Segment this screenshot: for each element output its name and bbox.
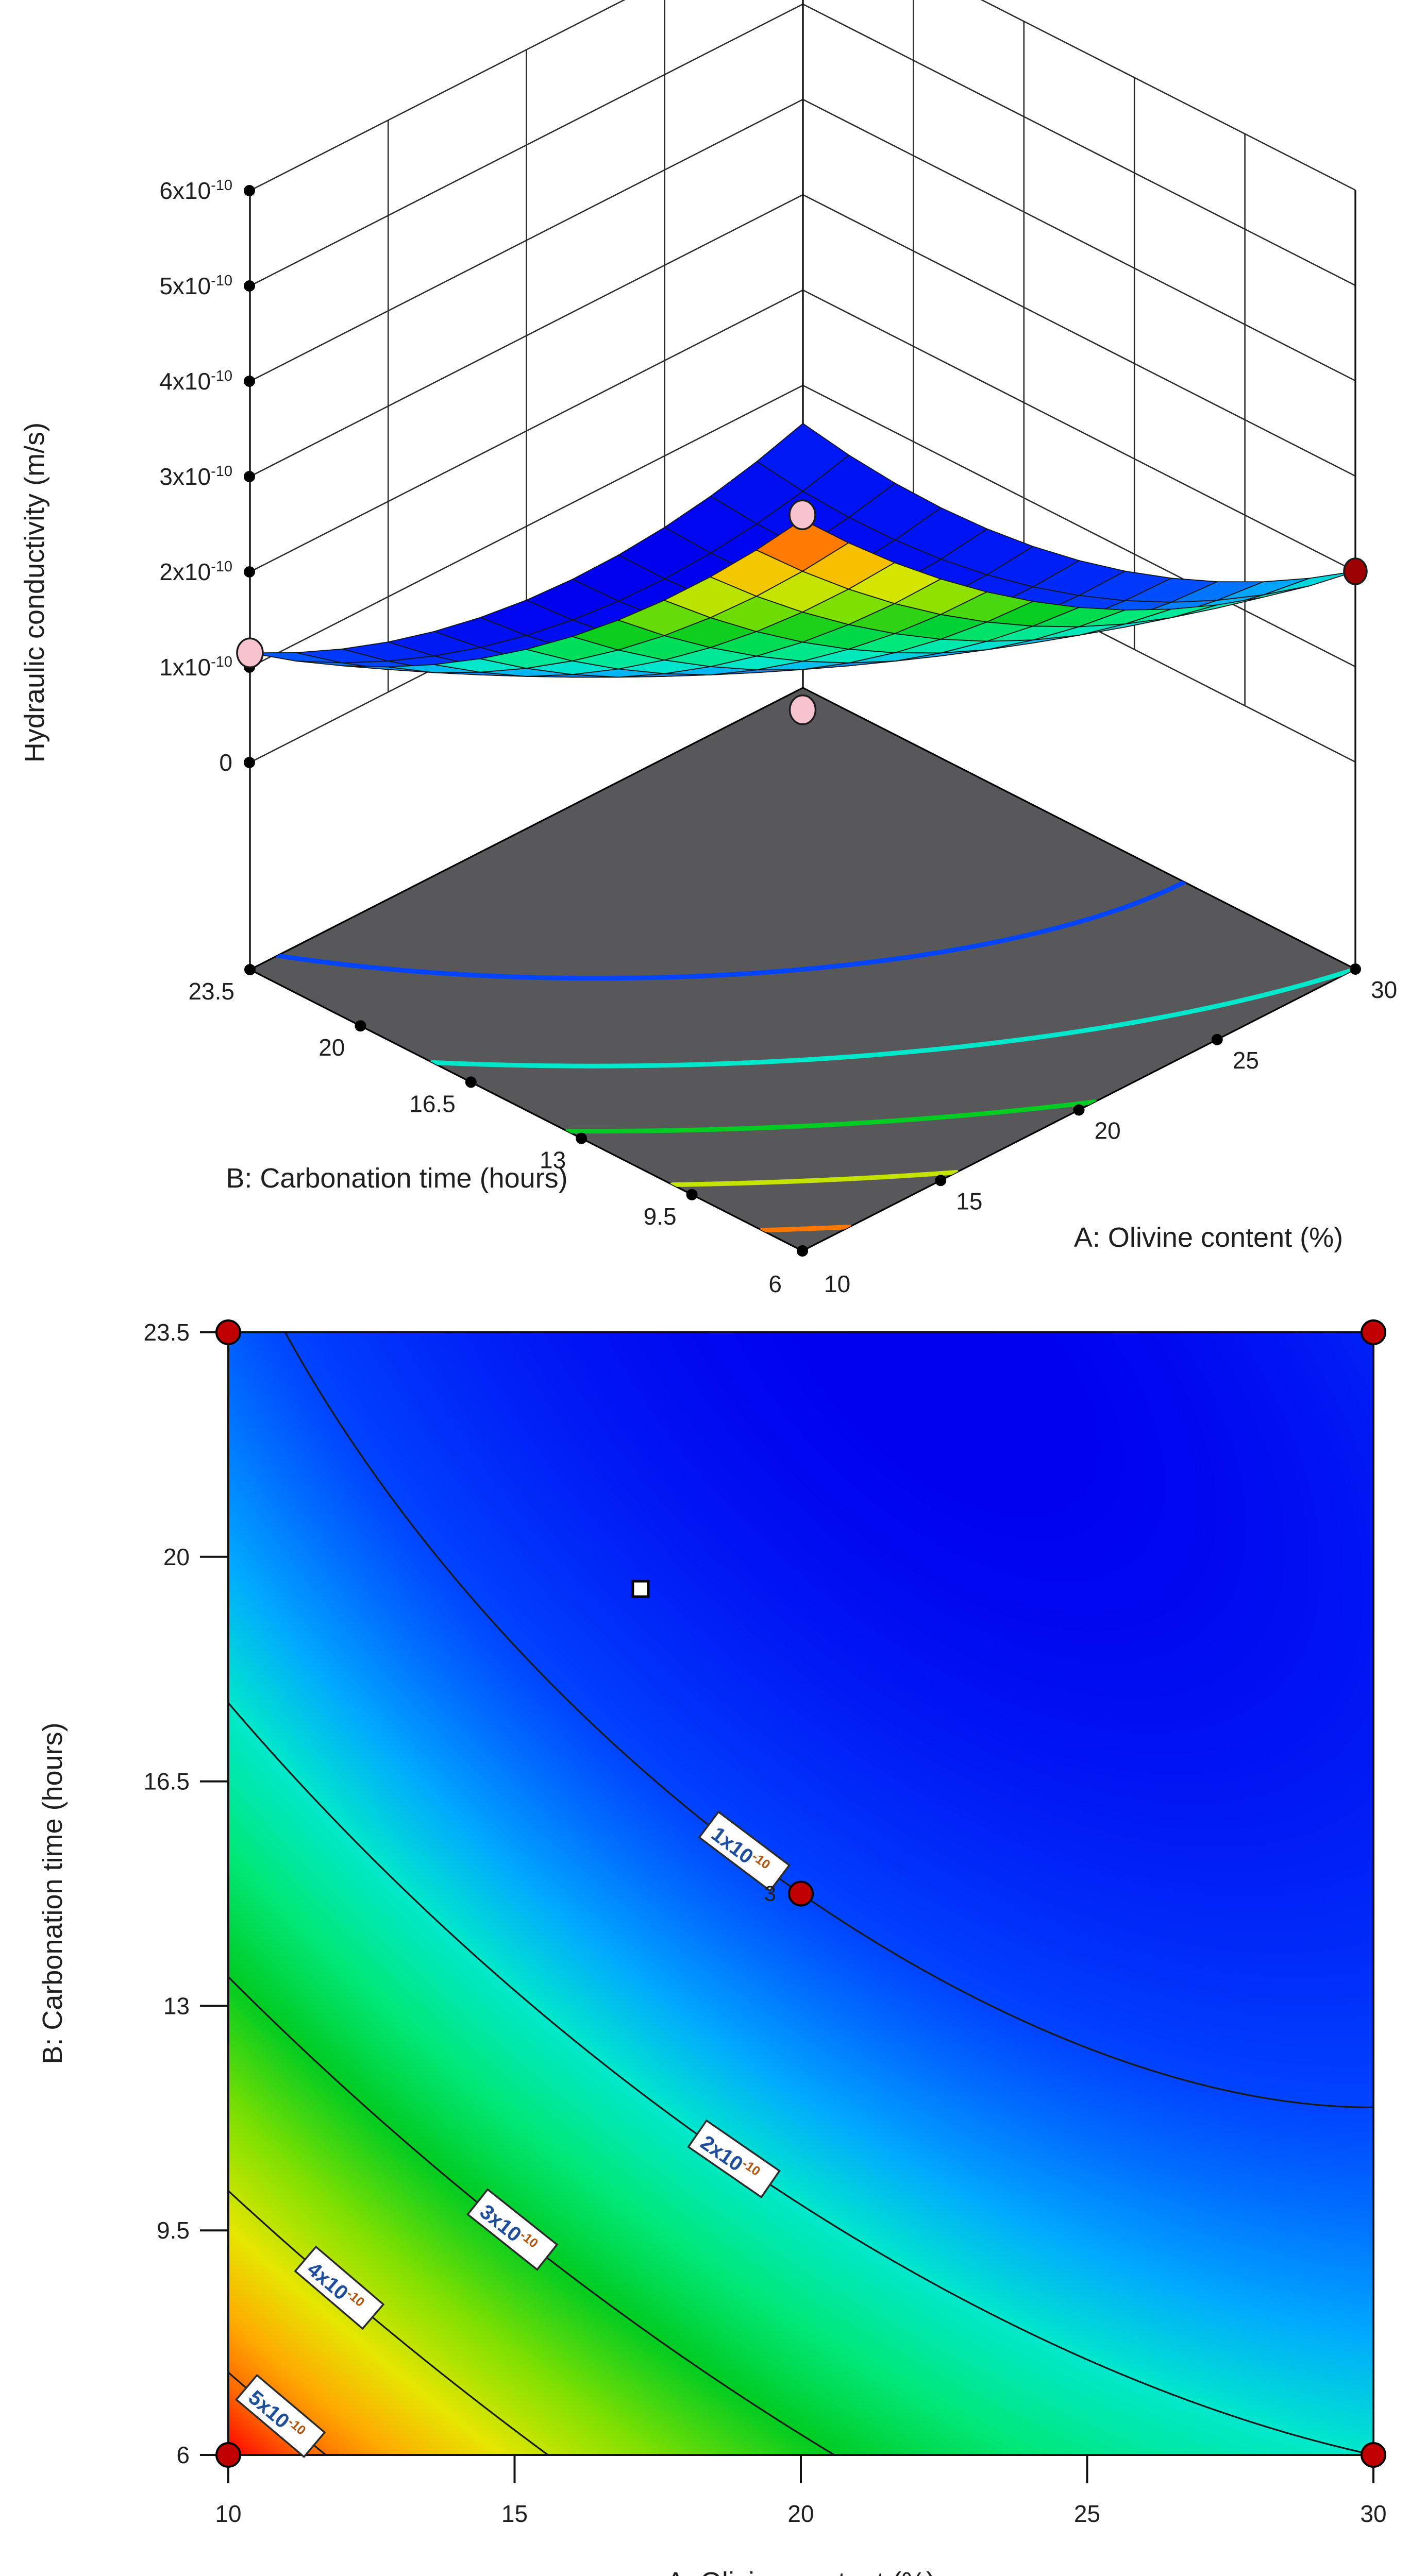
design-points-2d: 3	[215, 1319, 1386, 2468]
replicate-count-label: 3	[764, 1882, 776, 1906]
floor-contour-line	[275, 879, 1187, 981]
a-tick-label: 10	[824, 1270, 850, 1297]
z-tick-label: 6x10-10	[159, 177, 232, 204]
z-tick-label: 1x10-10	[159, 654, 232, 681]
contour-label: 2x10-10	[687, 2119, 781, 2199]
contour-label-box	[466, 2188, 559, 2271]
wall-gridline-z	[802, 384, 1356, 668]
y-tick-label: 20	[163, 1544, 190, 1570]
a-tick-dot	[1350, 963, 1361, 975]
design-point-circle	[1361, 1319, 1386, 1345]
z-tick-label: 3x10-10	[159, 463, 232, 490]
a-tick-dot	[797, 1245, 808, 1257]
surface-plot-3d: 23.5 20 16.5 13 9.5 6 10 15 20 25 30 0 1x10-10 2x10-1…	[19, 0, 1397, 1297]
design-point-square	[631, 1580, 650, 1598]
b-tick-dot	[244, 964, 256, 975]
design-point-circle	[215, 2442, 241, 2468]
b-tick-label: 9.5	[644, 1203, 677, 1230]
x-tick-label: 30	[1360, 2500, 1386, 2527]
b-axis-title-3d: B: Carbonation time (hours)	[226, 1163, 567, 1194]
contour-label: 4x10-10	[294, 2245, 385, 2330]
contour-label: 1x10-10	[698, 1810, 791, 1892]
z-tick-dot	[244, 280, 255, 292]
x-tick-label: 25	[1074, 2500, 1100, 2527]
axis-ticks-3d: 23.5 20 16.5 13 9.5 6 10 15 20 25 30 0 1x10-10 2x10-1…	[159, 177, 1397, 1297]
z-tick-label: 4x10-10	[159, 368, 232, 395]
a-tick-label: 20	[1095, 1117, 1121, 1144]
y-tick-label: 6	[176, 2442, 190, 2468]
b-tick-dot	[576, 1132, 588, 1144]
design-point-sphere-pink	[236, 637, 264, 668]
b-tick-label: 23.5	[188, 978, 234, 1005]
contour-label-box	[235, 2374, 326, 2459]
wall-gridline-z	[980, 0, 1356, 191]
z-tick-dot	[244, 757, 255, 768]
b-tick-label: 20	[318, 1034, 345, 1061]
design-point-circle	[215, 1319, 241, 1345]
design-point-circle	[788, 1880, 814, 1907]
contour-line	[227, 1702, 1374, 2456]
z-tick-label: 2x10-10	[159, 558, 232, 585]
a-tick-label: 30	[1371, 976, 1397, 1003]
design-point-circle	[1361, 2442, 1386, 2468]
b-tick-label: 16.5	[409, 1090, 456, 1117]
contour-plot-2d: 10 15 20 25 30 6 9.5 13 16.5 20 23.5 1x10-10 2x10-1…	[37, 1319, 1387, 2576]
contour-level-labels: 1x10-10 2x10-10 3x10-10 4x10-10 5x10-10	[235, 1810, 791, 2459]
b-tick-dot	[465, 1076, 477, 1088]
y-tick-label: 23.5	[143, 1319, 190, 1346]
a-axis-title-3d: A: Olivine content (%)	[1074, 1222, 1343, 1253]
z-tick-label: 5x10-10	[159, 273, 232, 299]
surface-mesh	[249, 423, 1356, 678]
design-point-sphere-red	[1343, 557, 1368, 585]
y-tick-label: 16.5	[143, 1768, 190, 1795]
a-tick-dot	[1211, 1033, 1223, 1045]
contour-line	[227, 2190, 548, 2455]
a-tick-label: 25	[1233, 1047, 1259, 1074]
design-point-spheres	[236, 499, 1368, 725]
z-tick-dot	[244, 471, 255, 482]
a-tick-dot	[1073, 1104, 1085, 1116]
a-axis-title-2d: A: Olivine content (%)	[666, 2567, 935, 2576]
z-tick-label: 0	[219, 749, 232, 776]
floor-contour-lines	[275, 879, 1355, 1233]
floor-contour-line	[430, 967, 1355, 1069]
design-point-sphere-pink	[788, 694, 817, 725]
surface-mesh-cell	[756, 519, 849, 572]
z-tick-dot	[244, 566, 255, 578]
contour-label-box	[687, 2119, 781, 2199]
wall-gridline-z	[802, 3, 1356, 286]
z-tick-dot	[244, 185, 255, 196]
x-tick-label: 10	[215, 2500, 241, 2527]
wall-gridline-z	[802, 98, 1356, 382]
contour-label-box	[698, 1810, 791, 1892]
y-tick-label: 13	[163, 1992, 190, 2019]
wall-gridline-z	[802, 194, 1356, 477]
b-tick-dot	[686, 1189, 698, 1200]
z-tick-dot	[244, 376, 255, 387]
b-tick-label: 6	[768, 1270, 782, 1297]
axis-ticks-2d: 10 15 20 25 30 6 9.5 13 16.5 20 23.5	[143, 1319, 1386, 2527]
x-tick-label: 15	[501, 2500, 528, 2527]
b-tick-dot	[355, 1020, 366, 1032]
contour-label: 3x10-10	[466, 2188, 559, 2271]
a-tick-dot	[935, 1175, 947, 1187]
a-tick-label: 15	[956, 1188, 982, 1214]
design-point-sphere-pink	[788, 499, 816, 530]
b-tick-label: 13	[540, 1147, 566, 1174]
floor-contour-line	[670, 1170, 959, 1188]
floor-contour-line	[565, 1099, 1097, 1134]
x-tick-label: 20	[787, 2500, 814, 2527]
floor-contour-line	[759, 1225, 852, 1233]
contour-line	[227, 1976, 834, 2455]
contour-line	[284, 1332, 1373, 2108]
b-axis-title-2d: B: Carbonation time (hours)	[37, 1722, 68, 2064]
y-tick-label: 9.5	[157, 2217, 190, 2244]
z-axis-title: Hydraulic conductivity (m/s)	[19, 422, 50, 762]
contour-label-box	[294, 2245, 385, 2330]
contour-label: 5x10-10	[235, 2374, 326, 2459]
wall-gridline-z	[802, 289, 1356, 572]
